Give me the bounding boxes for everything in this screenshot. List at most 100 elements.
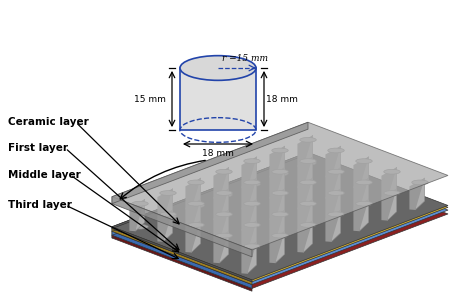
Ellipse shape — [216, 169, 232, 174]
Polygon shape — [326, 189, 341, 221]
Ellipse shape — [272, 148, 288, 153]
Polygon shape — [241, 199, 257, 231]
Ellipse shape — [272, 171, 288, 176]
Polygon shape — [303, 135, 313, 167]
Polygon shape — [112, 152, 448, 280]
Text: 18 mm: 18 mm — [266, 95, 298, 103]
Polygon shape — [269, 231, 285, 263]
Polygon shape — [247, 242, 257, 274]
Polygon shape — [157, 210, 173, 242]
Polygon shape — [219, 231, 228, 263]
Polygon shape — [387, 189, 397, 221]
Ellipse shape — [272, 191, 288, 195]
Text: 15 mm: 15 mm — [134, 95, 166, 103]
Ellipse shape — [272, 233, 288, 238]
Polygon shape — [213, 167, 228, 199]
Ellipse shape — [244, 180, 260, 185]
Polygon shape — [297, 220, 313, 253]
Ellipse shape — [328, 148, 344, 153]
Polygon shape — [331, 189, 341, 221]
Ellipse shape — [216, 212, 232, 217]
Polygon shape — [112, 161, 448, 288]
Polygon shape — [275, 146, 285, 178]
Polygon shape — [275, 210, 285, 242]
Polygon shape — [269, 189, 285, 221]
Polygon shape — [135, 199, 145, 231]
Polygon shape — [303, 220, 313, 253]
Polygon shape — [269, 210, 285, 242]
Polygon shape — [359, 178, 369, 210]
Ellipse shape — [272, 169, 288, 174]
Polygon shape — [275, 231, 285, 263]
Text: First layer: First layer — [8, 143, 68, 153]
Polygon shape — [185, 178, 201, 210]
Polygon shape — [326, 167, 341, 199]
Ellipse shape — [132, 201, 148, 206]
Ellipse shape — [216, 233, 232, 238]
Polygon shape — [213, 210, 228, 242]
Ellipse shape — [300, 159, 316, 163]
Polygon shape — [112, 152, 308, 229]
Polygon shape — [112, 229, 252, 285]
Ellipse shape — [328, 169, 344, 174]
Ellipse shape — [188, 201, 204, 206]
Polygon shape — [219, 167, 228, 199]
Polygon shape — [297, 178, 313, 210]
Polygon shape — [241, 242, 257, 274]
Polygon shape — [191, 178, 201, 210]
Ellipse shape — [272, 212, 288, 217]
Polygon shape — [297, 135, 313, 167]
Polygon shape — [247, 178, 257, 210]
Polygon shape — [112, 161, 308, 238]
Polygon shape — [297, 199, 313, 231]
Polygon shape — [241, 178, 257, 210]
Polygon shape — [303, 178, 313, 210]
Polygon shape — [164, 210, 173, 242]
Polygon shape — [112, 235, 252, 291]
Polygon shape — [241, 220, 257, 253]
Ellipse shape — [356, 201, 372, 206]
Ellipse shape — [244, 223, 260, 227]
Ellipse shape — [216, 191, 232, 195]
Ellipse shape — [244, 159, 260, 163]
Polygon shape — [112, 227, 252, 282]
Polygon shape — [354, 199, 369, 231]
Polygon shape — [185, 220, 201, 253]
Polygon shape — [297, 157, 313, 189]
Ellipse shape — [328, 212, 344, 217]
Polygon shape — [157, 189, 173, 221]
Polygon shape — [382, 189, 397, 221]
Polygon shape — [354, 157, 369, 189]
Polygon shape — [213, 231, 228, 263]
Ellipse shape — [300, 137, 316, 142]
Ellipse shape — [300, 223, 316, 227]
Ellipse shape — [216, 193, 232, 197]
Polygon shape — [331, 210, 341, 242]
Ellipse shape — [188, 203, 204, 208]
Polygon shape — [415, 178, 425, 210]
Text: r =15 mm: r =15 mm — [222, 54, 268, 63]
Polygon shape — [269, 167, 285, 199]
Ellipse shape — [180, 56, 256, 80]
Polygon shape — [112, 154, 448, 282]
Polygon shape — [164, 189, 173, 221]
Polygon shape — [382, 167, 397, 199]
Polygon shape — [303, 199, 313, 231]
Polygon shape — [112, 157, 448, 285]
Polygon shape — [112, 122, 308, 204]
Polygon shape — [112, 154, 308, 231]
Polygon shape — [275, 167, 285, 199]
Polygon shape — [241, 157, 257, 189]
Ellipse shape — [384, 169, 400, 174]
Ellipse shape — [244, 182, 260, 187]
Polygon shape — [326, 146, 341, 178]
Ellipse shape — [328, 191, 344, 195]
Polygon shape — [247, 199, 257, 231]
Text: Third layer: Third layer — [8, 200, 72, 210]
Polygon shape — [359, 157, 369, 189]
Polygon shape — [180, 68, 256, 130]
Ellipse shape — [160, 214, 176, 219]
Polygon shape — [247, 157, 257, 189]
Polygon shape — [359, 199, 369, 231]
Ellipse shape — [160, 191, 176, 195]
